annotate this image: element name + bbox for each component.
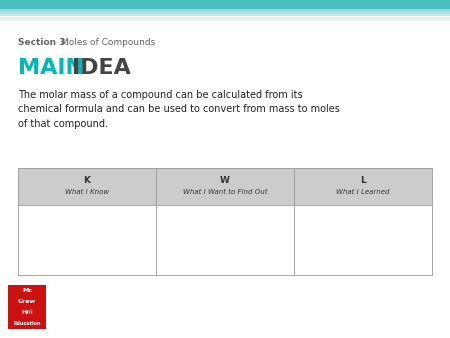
Text: What I Learned: What I Learned — [336, 189, 390, 194]
Bar — [0, 14, 450, 15]
Text: The molar mass of a compound can be calculated from its
chemical formula and can: The molar mass of a compound can be calc… — [18, 90, 340, 129]
Bar — [0, 20, 450, 21]
Bar — [8, 285, 46, 329]
Bar — [0, 21, 450, 22]
Bar — [0, 0, 450, 1]
Bar — [0, 17, 450, 18]
Bar — [0, 1, 450, 2]
Text: K: K — [84, 176, 90, 185]
Bar — [0, 3, 450, 4]
Text: Mc: Mc — [22, 288, 32, 293]
Text: MAIN: MAIN — [18, 58, 84, 78]
Bar — [0, 7, 450, 8]
Bar — [0, 18, 450, 19]
Text: IDEA: IDEA — [72, 58, 131, 78]
Bar — [0, 11, 450, 12]
Text: Education: Education — [13, 321, 41, 326]
Bar — [0, 10, 450, 11]
Text: What I Want to Find Out: What I Want to Find Out — [183, 189, 267, 194]
Bar — [18, 168, 432, 205]
Text: Graw: Graw — [18, 299, 36, 304]
Text: Section 3:: Section 3: — [18, 38, 69, 47]
Bar — [0, 0, 450, 9]
Text: Moles of Compounds: Moles of Compounds — [61, 38, 155, 47]
Text: W: W — [220, 176, 230, 185]
Text: What I Know: What I Know — [65, 189, 109, 194]
Bar — [0, 16, 450, 17]
Bar — [0, 6, 450, 7]
Bar — [0, 2, 450, 3]
Bar — [0, 4, 450, 5]
Text: L: L — [360, 176, 366, 185]
Bar — [0, 12, 450, 13]
Bar — [0, 8, 450, 9]
Bar — [0, 19, 450, 20]
Bar — [0, 9, 450, 10]
Bar — [0, 13, 450, 14]
Text: Hill: Hill — [21, 310, 33, 315]
Bar — [0, 15, 450, 16]
Bar — [0, 5, 450, 6]
Bar — [18, 205, 432, 275]
